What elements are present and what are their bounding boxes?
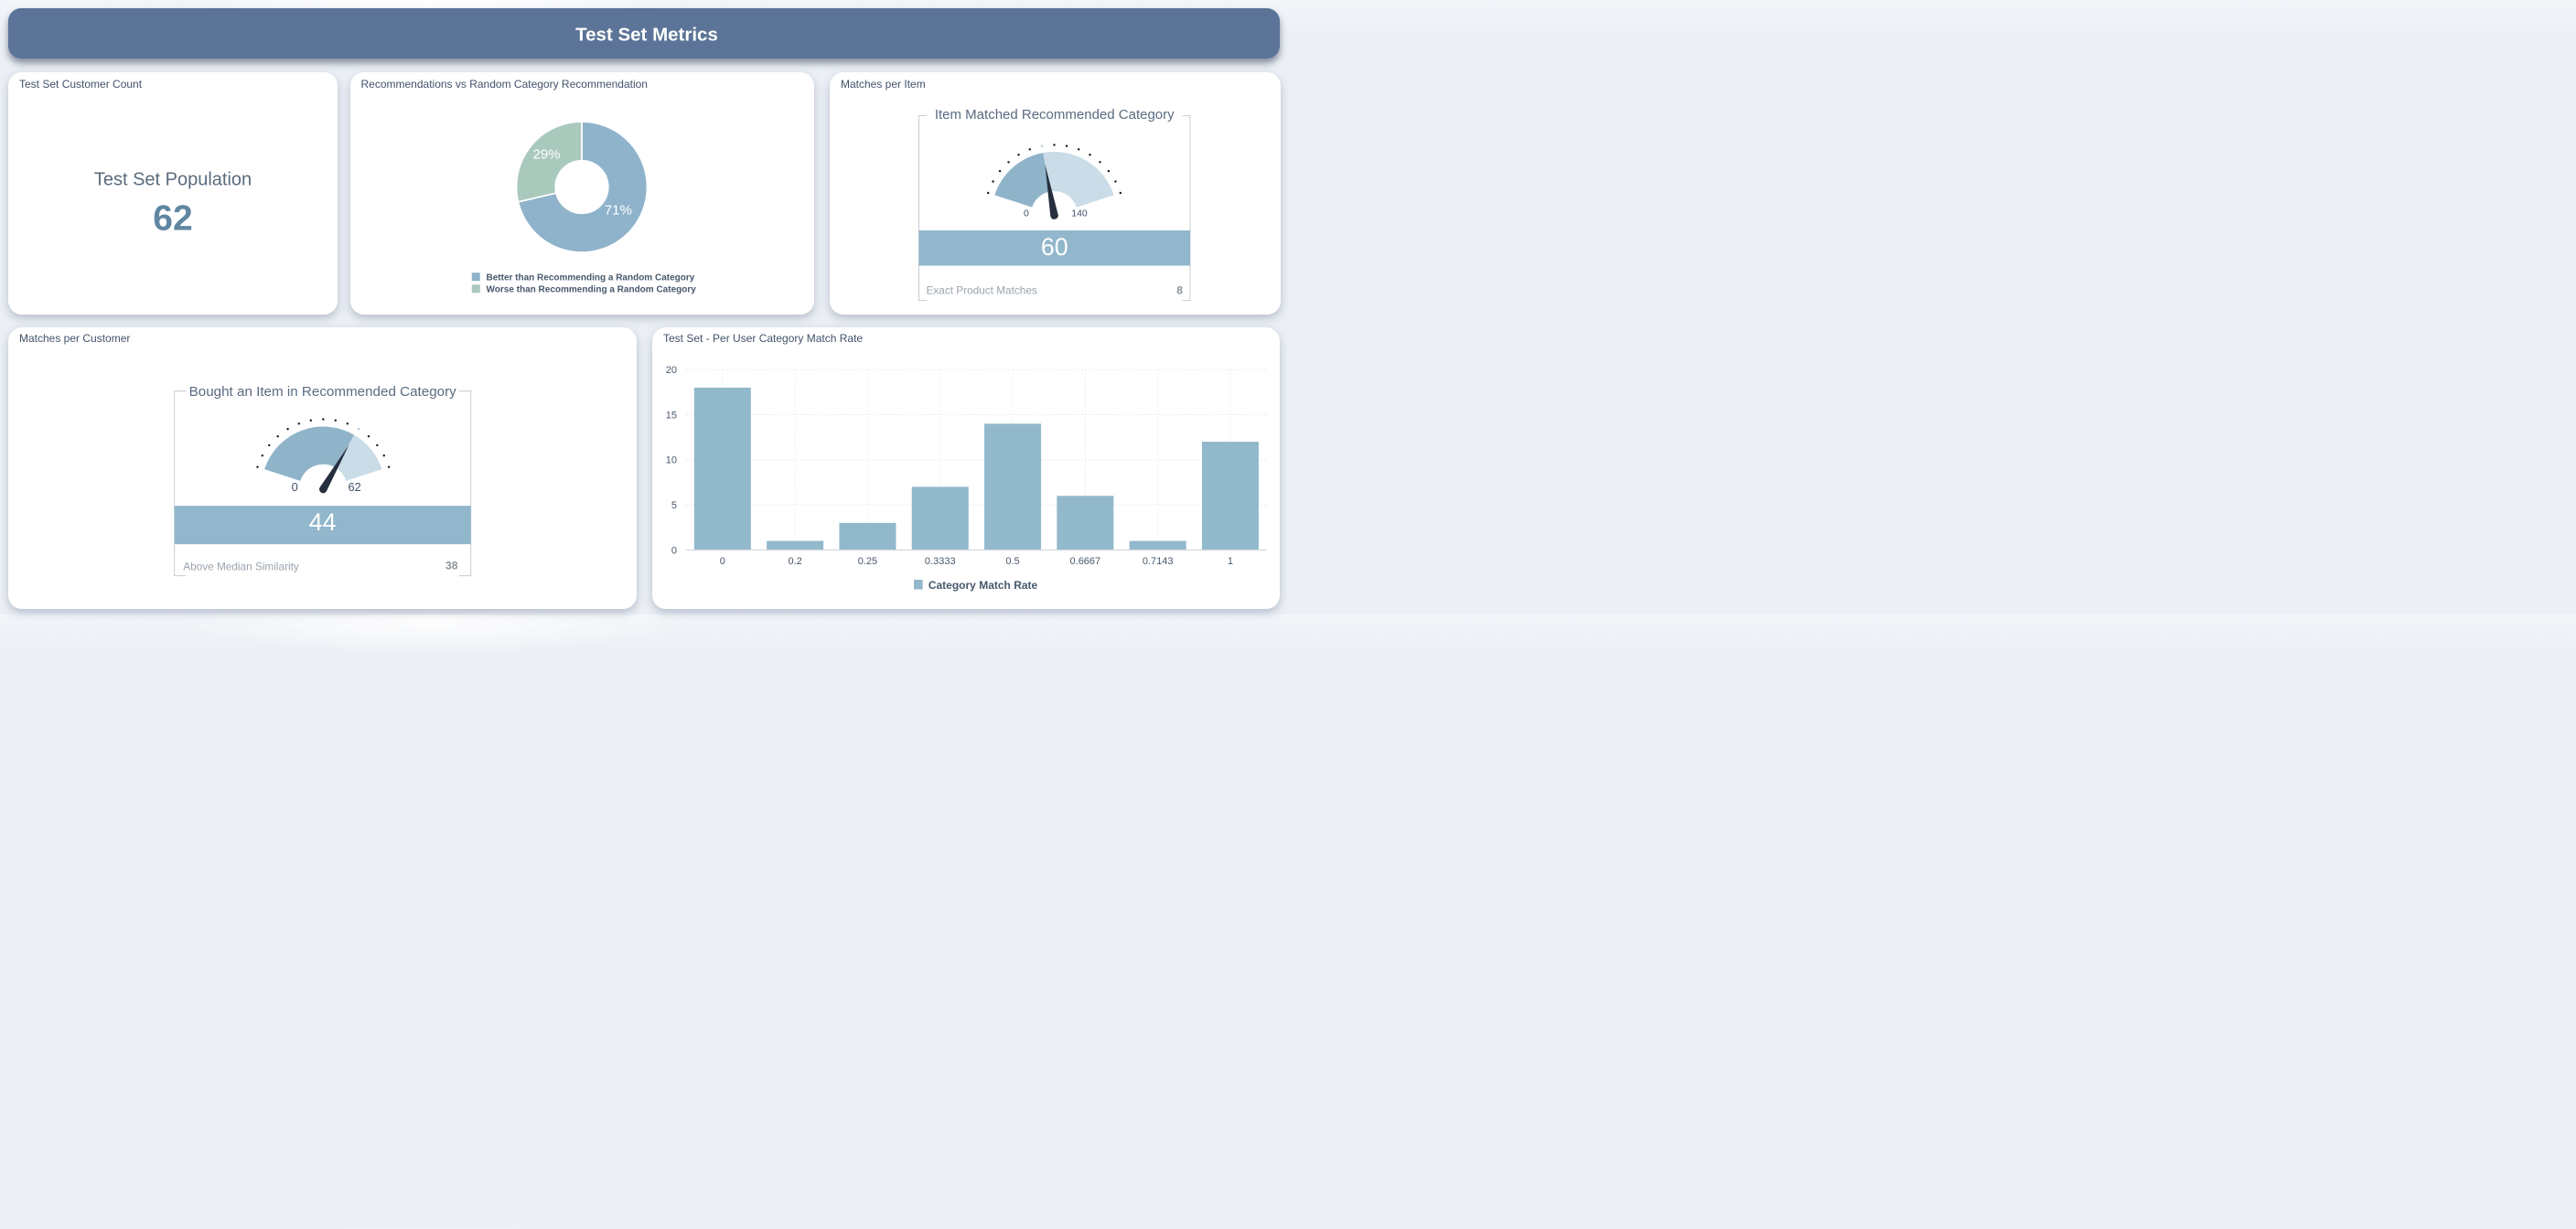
svg-text:1: 1 — [1228, 556, 1233, 567]
svg-text:29%: 29% — [532, 147, 560, 163]
svg-text:Category Match Rate: Category Match Rate — [928, 579, 1038, 592]
svg-text:Matches per Customer: Matches per Customer — [19, 332, 130, 345]
svg-text:Exact Product Matches: Exact Product Matches — [927, 283, 1037, 296]
svg-text:60: 60 — [1041, 233, 1068, 261]
svg-text:0: 0 — [292, 480, 298, 494]
svg-text:15: 15 — [666, 410, 677, 421]
svg-text:20: 20 — [666, 365, 677, 376]
svg-text:Test Set Population: Test Set Population — [94, 169, 252, 189]
svg-text:5: 5 — [671, 500, 677, 511]
svg-text:0.3333: 0.3333 — [925, 556, 956, 567]
svg-text:8: 8 — [1176, 283, 1183, 296]
svg-text:140: 140 — [1071, 208, 1088, 219]
svg-text:0.7143: 0.7143 — [1143, 556, 1174, 567]
svg-text:Bought an Item in Recommended: Bought an Item in Recommended Category — [189, 384, 457, 400]
svg-text:Matches per Item: Matches per Item — [841, 78, 926, 91]
svg-text:62: 62 — [153, 199, 192, 239]
svg-text:0.25: 0.25 — [858, 556, 877, 567]
svg-text:Item Matched Recommended Categ: Item Matched Recommended Category — [935, 107, 1175, 123]
svg-text:0: 0 — [671, 545, 677, 556]
svg-text:Above Median Similarity: Above Median Similarity — [183, 561, 299, 573]
svg-text:Better than Recommending a Ran: Better than Recommending a Random Catego… — [487, 273, 695, 283]
svg-text:44: 44 — [309, 508, 337, 536]
svg-text:0.6667: 0.6667 — [1070, 556, 1101, 567]
svg-text:Test Set Metrics: Test Set Metrics — [575, 24, 718, 45]
svg-text:0.2: 0.2 — [789, 556, 802, 567]
svg-text:10: 10 — [666, 455, 677, 466]
svg-text:0: 0 — [720, 556, 725, 567]
svg-text:62: 62 — [348, 480, 360, 494]
svg-text:38: 38 — [445, 560, 458, 572]
svg-text:Recommendations vs Random Cate: Recommendations vs Random Category Recom… — [361, 78, 648, 91]
svg-text:71%: 71% — [605, 203, 632, 219]
svg-text:Test Set Customer Count: Test Set Customer Count — [19, 78, 143, 91]
svg-text:0.5: 0.5 — [1005, 556, 1019, 567]
svg-text:0: 0 — [1024, 208, 1029, 219]
svg-text:Worse than Recommending a Rand: Worse than Recommending a Random Categor… — [487, 285, 697, 295]
svg-text:Test Set - Per User Category M: Test Set - Per User Category Match Rate — [663, 332, 863, 345]
